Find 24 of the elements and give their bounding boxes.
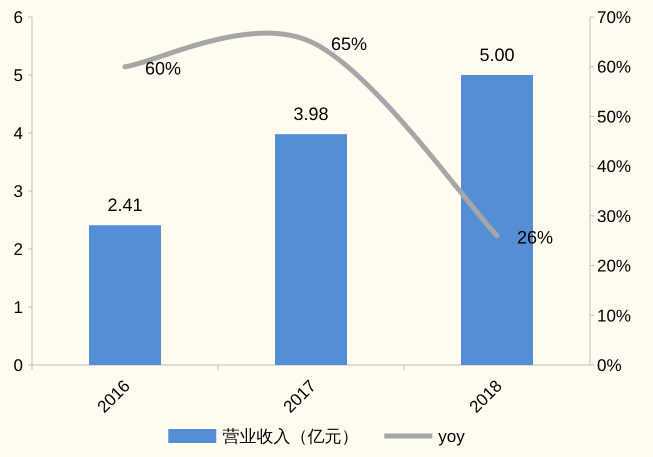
y2-tick-label: 30% xyxy=(597,206,632,226)
y2-tick-label: 70% xyxy=(597,8,632,27)
y2-tick-label: 20% xyxy=(597,256,632,276)
y-tick-label: 4 xyxy=(14,124,23,143)
data-label: 60% xyxy=(145,58,182,79)
bar xyxy=(89,225,161,365)
legend-label: yoy xyxy=(438,427,466,446)
y2-tick-label: 50% xyxy=(597,107,632,126)
data-label: 2.41 xyxy=(107,195,143,216)
y-tick-label: 0 xyxy=(14,356,23,375)
y2-tick-label: 40% xyxy=(597,157,632,176)
data-label: 3.98 xyxy=(293,104,329,124)
y2-tick-label: 10% xyxy=(597,306,632,326)
y-tick-label: 1 xyxy=(14,298,23,317)
bar xyxy=(275,134,347,365)
legend-label: 营业收入（亿元） xyxy=(222,427,358,446)
data-label: 65% xyxy=(331,34,368,54)
y-tick-label: 3 xyxy=(14,182,23,201)
data-label: 5.00 xyxy=(479,45,515,65)
y-tick-label: 5 xyxy=(14,66,23,85)
y-tick-label: 2 xyxy=(14,240,23,259)
y-tick-label: 6 xyxy=(14,8,23,27)
y2-tick-label: 60% xyxy=(597,58,632,77)
y2-tick-label: 0% xyxy=(597,356,622,375)
